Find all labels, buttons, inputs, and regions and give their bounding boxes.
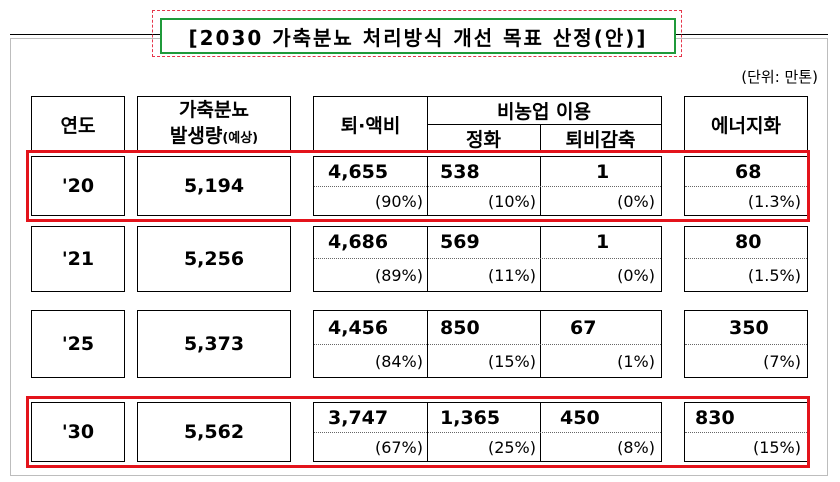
header-generation: 가축분뇨 발생량(예상): [137, 96, 291, 153]
header-compost: 퇴·액비: [340, 115, 401, 137]
header-year: 연도: [31, 96, 125, 153]
generation-cell: 5,194: [137, 156, 291, 216]
energy-cell: 80 (1.5%): [684, 226, 808, 292]
generation-cell: 5,256: [137, 226, 291, 292]
energy-pct: (1.5%): [747, 266, 801, 285]
year-cell: '21: [31, 226, 125, 292]
reduce-value: 1: [596, 231, 610, 253]
purify-value: 850: [440, 317, 480, 339]
generation-cell: 5,562: [137, 402, 291, 462]
values-cell: 4,456 (84%) 850 (15%) 67 (1%): [313, 310, 662, 378]
header-generation-line2: 발생량(예상): [169, 125, 259, 147]
header-nonagri: 비농업 이용: [496, 101, 591, 123]
compost-pct: (90%): [374, 192, 423, 211]
compost-pct: (67%): [374, 438, 423, 457]
header-generation-line1: 가축분뇨: [179, 99, 249, 121]
reduce-pct: (0%): [617, 266, 655, 285]
values-cell: 3,747 (67%) 1,365 (25%) 450 (8%): [313, 402, 662, 462]
energy-cell: 830 (15%): [684, 402, 808, 462]
reduce-pct: (0%): [617, 192, 655, 211]
purify-pct: (11%): [487, 266, 536, 285]
header-energy: 에너지화: [684, 96, 808, 153]
energy-value: 80: [735, 231, 762, 253]
reduce-pct: (1%): [617, 352, 655, 371]
values-cell: 4,655 (90%) 538 (10%) 1 (0%): [313, 156, 662, 216]
reduce-pct: (8%): [617, 438, 655, 457]
energy-value: 830: [695, 407, 735, 429]
compost-value: 4,655: [328, 161, 389, 183]
year-cell: '30: [31, 402, 125, 462]
energy-pct: (1.3%): [747, 192, 801, 211]
purify-value: 569: [440, 231, 480, 253]
compost-value: 4,456: [328, 317, 389, 339]
highlight-row-2030: [26, 396, 810, 468]
header-group: 퇴·액비 비농업 이용 정화 퇴비감축: [313, 96, 662, 153]
header-generation-note: (예상): [222, 131, 259, 146]
values-cell: 4,686 (89%) 569 (11%) 1 (0%): [313, 226, 662, 292]
energy-pct: (15%): [752, 438, 801, 457]
highlight-row-2020: [26, 150, 810, 222]
compost-pct: (84%): [374, 352, 423, 371]
compost-pct: (89%): [374, 266, 423, 285]
energy-value: 350: [729, 317, 769, 339]
generation-cell: 5,373: [137, 310, 291, 378]
page-title: [2030 가축분뇨 처리방식 개선 목표 산정(안)]: [160, 18, 676, 54]
year-cell: '25: [31, 310, 125, 378]
title-dashed-box: [152, 10, 682, 57]
purify-value: 1,365: [440, 407, 501, 429]
reduce-value: 67: [570, 317, 597, 339]
reduce-value: 450: [560, 407, 600, 429]
energy-cell: 68 (1.3%): [684, 156, 808, 216]
header-reduce: 퇴비감축: [565, 128, 636, 151]
compost-value: 3,747: [328, 407, 389, 429]
energy-pct: (7%): [763, 352, 801, 371]
title-rule-left: [10, 34, 160, 35]
purify-pct: (15%): [487, 352, 536, 371]
unit-label: (단위: 만톤): [741, 68, 818, 86]
year-cell: '20: [31, 156, 125, 216]
compost-value: 4,686: [328, 231, 389, 253]
purify-pct: (10%): [487, 192, 536, 211]
energy-cell: 350 (7%): [684, 310, 808, 378]
title-rule-right: [676, 34, 828, 35]
purify-pct: (25%): [487, 438, 536, 457]
purify-value: 538: [440, 161, 480, 183]
reduce-value: 1: [596, 161, 610, 183]
header-purify: 정화: [466, 128, 501, 151]
energy-value: 68: [735, 161, 762, 183]
